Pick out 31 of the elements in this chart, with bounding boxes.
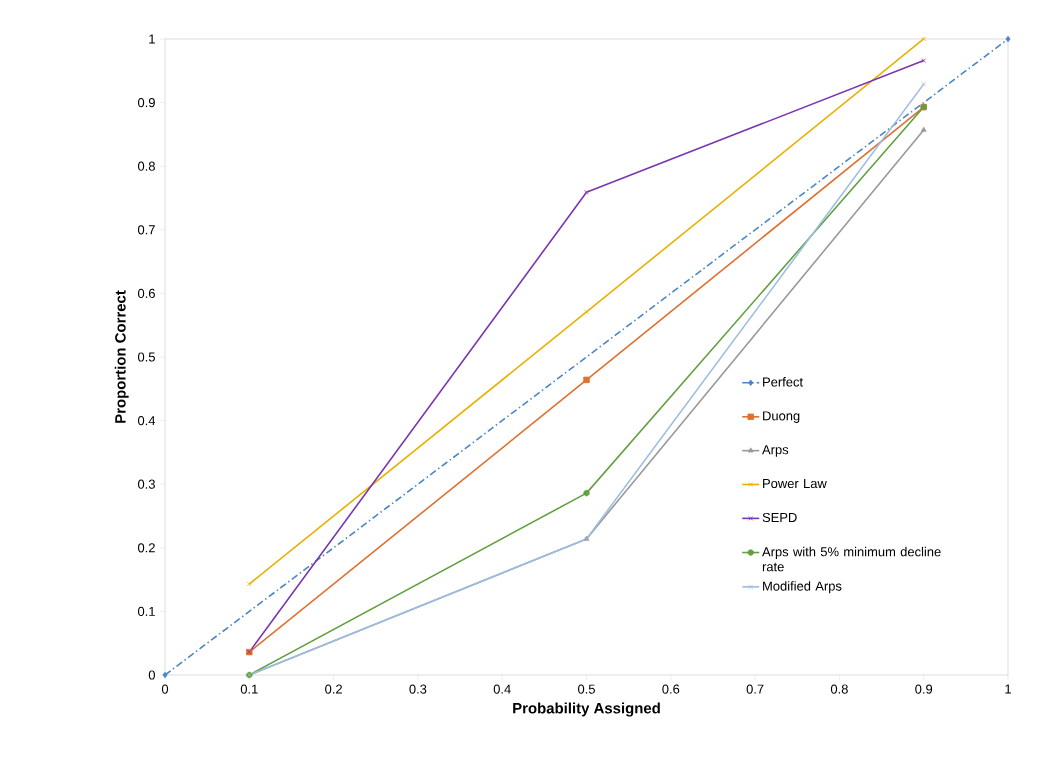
x-tick-label: 0.8 — [830, 684, 848, 694]
y-tick-label: 0.7 — [137, 225, 155, 235]
y-tick-label: 0 — [148, 670, 155, 680]
x-tick-label: 0 — [161, 684, 169, 694]
y-tick-label: 0.1 — [137, 606, 155, 616]
x-tick-label: 0.4 — [493, 684, 511, 694]
y-tick-label: 0.9 — [137, 98, 155, 108]
x-tick-label: 0.5 — [578, 684, 595, 694]
legend-label: Modified Arps — [763, 581, 842, 594]
legend-label: SEPD — [762, 512, 797, 523]
y-tick-label: 0.5 — [137, 352, 155, 362]
x-axis-title: Probability Assigned — [513, 702, 660, 717]
x-tick-label: 0.9 — [915, 684, 933, 694]
y-tick-label: 1 — [149, 34, 155, 44]
legend-label: Duong — [763, 411, 800, 423]
x-tick-label: 0.1 — [240, 684, 258, 694]
y-tick-label: 0.4 — [137, 416, 156, 426]
y-tick-label: 0.3 — [137, 479, 155, 489]
x-tick-label: 0.7 — [746, 684, 764, 694]
legend-label: Power Law — [763, 479, 827, 489]
x-tick-label: 1 — [1005, 684, 1011, 694]
x-tick-label: 0.6 — [662, 684, 680, 694]
legend-label: Arps with 5% minimum decline rate — [762, 546, 941, 572]
legend-label: Arps — [762, 445, 789, 457]
x-tick-label: 0.2 — [325, 684, 342, 694]
y-axis-title: Proportion Correct — [114, 290, 129, 423]
y-tick-label: 0.2 — [137, 543, 155, 553]
legend-label: Perfect — [763, 377, 803, 387]
y-tick-label: 0.6 — [137, 288, 155, 298]
x-tick-label: 0.3 — [409, 684, 427, 694]
y-tick-label: 0.8 — [137, 161, 155, 171]
